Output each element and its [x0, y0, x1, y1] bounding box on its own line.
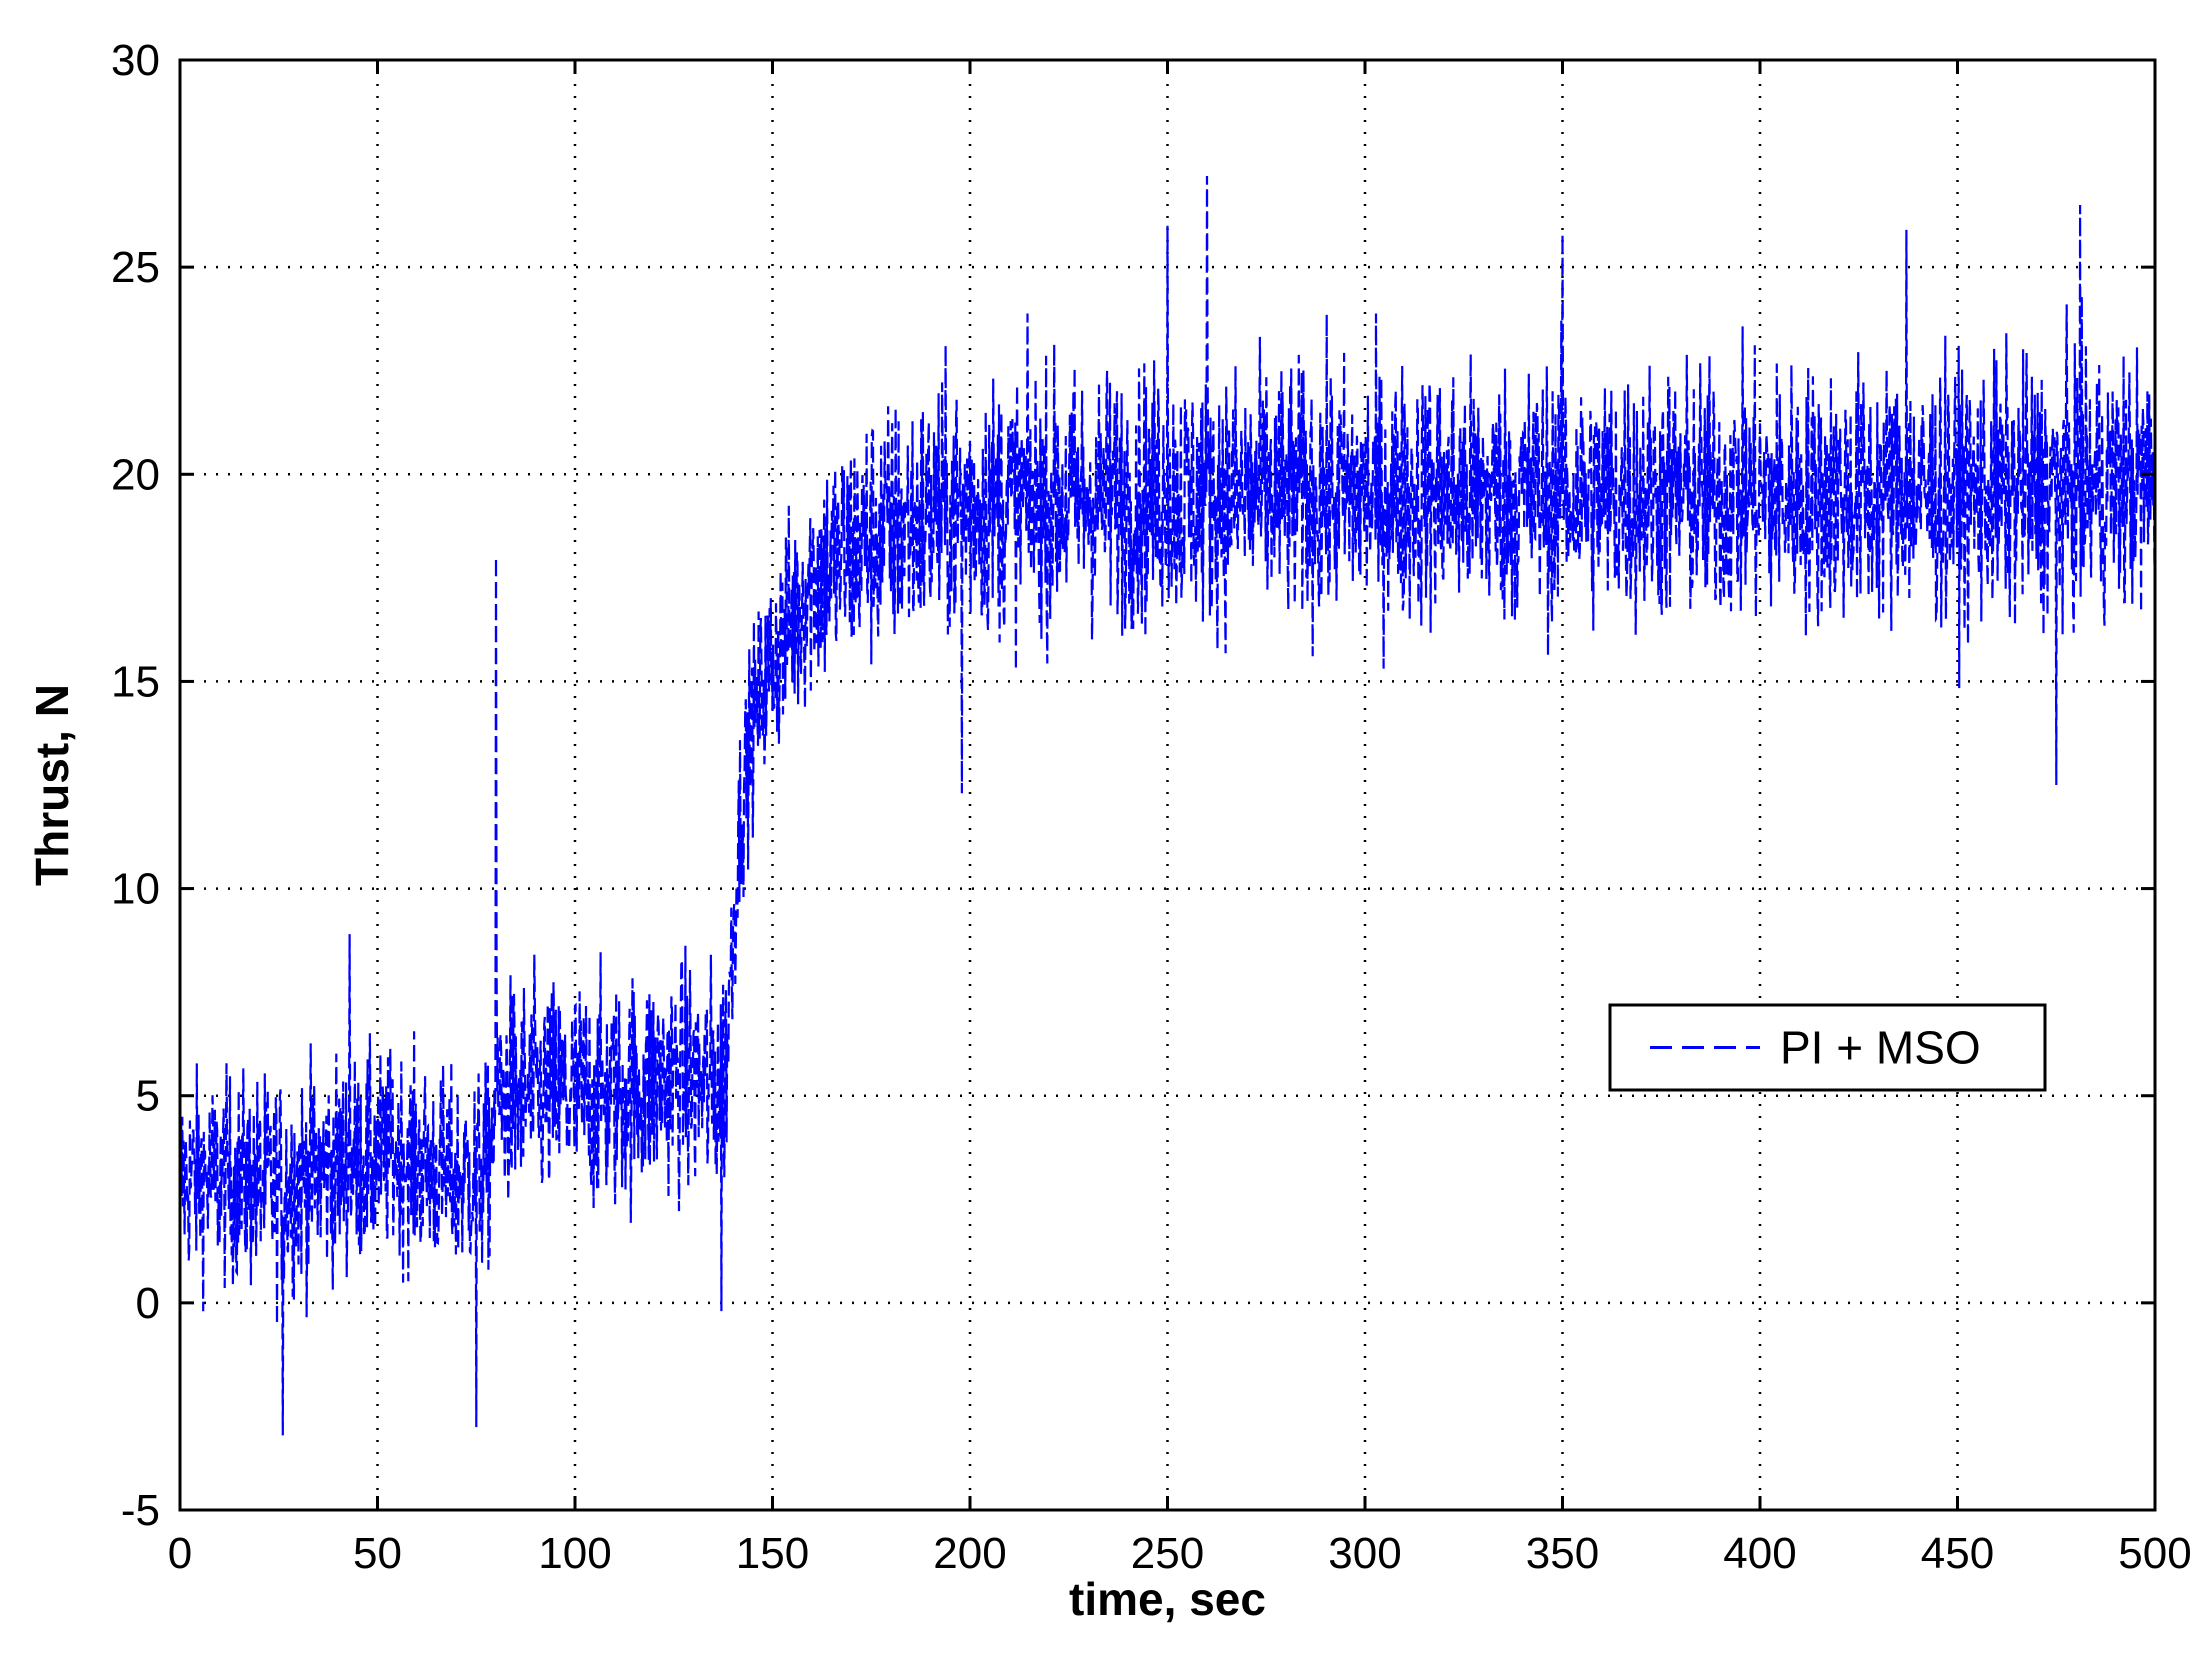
series-line-0 — [178, 175, 2157, 1436]
series-layer — [178, 175, 2157, 1436]
x-tick-label-0: 0 — [168, 1529, 192, 1578]
y-tick-label-3: 10 — [111, 865, 160, 914]
y-tick-labels: -5 0 5 10 15 20 25 30 — [111, 36, 160, 1535]
y-axis-label: Thrust, N — [26, 684, 78, 886]
x-tick-label-1: 50 — [353, 1529, 402, 1578]
legend-entry-pi-mso: PI + MSO — [1780, 1022, 1981, 1074]
x-tick-label-4: 200 — [933, 1529, 1006, 1578]
x-tick-label-3: 150 — [736, 1529, 809, 1578]
x-tick-label-5: 250 — [1131, 1529, 1204, 1578]
axis-ticks — [178, 58, 2157, 1512]
x-tick-label-9: 450 — [1921, 1529, 1994, 1578]
x-axis-label: time, sec — [1069, 1573, 1266, 1625]
y-tick-label-1: 0 — [136, 1279, 160, 1328]
y-tick-label-0: -5 — [121, 1486, 160, 1535]
y-tick-label-7: 30 — [111, 36, 160, 85]
y-tick-label-2: 5 — [136, 1072, 160, 1121]
x-tick-label-10: 500 — [2118, 1529, 2191, 1578]
x-tick-label-8: 400 — [1723, 1529, 1796, 1578]
x-tick-label-6: 300 — [1328, 1529, 1401, 1578]
legend: PI + MSO — [1608, 1003, 2047, 1092]
x-tick-label-2: 100 — [538, 1529, 611, 1578]
y-tick-label-5: 20 — [111, 450, 160, 499]
x-tick-label-7: 350 — [1526, 1529, 1599, 1578]
y-tick-label-6: 25 — [111, 243, 160, 292]
y-tick-label-4: 15 — [111, 657, 160, 706]
x-tick-labels: 0 50 100 150 200 250 300 350 400 450 500 — [168, 1529, 2192, 1578]
